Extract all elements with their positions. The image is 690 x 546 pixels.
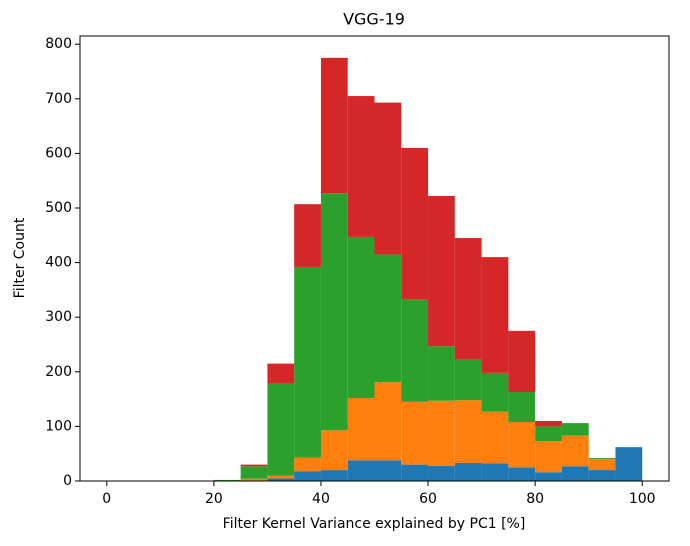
bar: [213, 479, 241, 481]
bar: [401, 299, 429, 402]
bar: [535, 441, 562, 473]
bar: [401, 401, 429, 465]
y-tick-label: 600: [45, 145, 72, 161]
bar: [508, 392, 536, 423]
bar: [481, 411, 509, 464]
bar: [428, 400, 455, 466]
x-tick-label: 20: [205, 491, 223, 507]
bar: [508, 422, 536, 468]
plot-frame: [79, 35, 670, 482]
bar: [561, 423, 589, 436]
bar: [535, 420, 562, 427]
bar: [240, 478, 268, 481]
x-tick-label: 0: [102, 491, 111, 507]
bar: [347, 236, 375, 399]
bar: [428, 195, 455, 347]
bar: [374, 460, 402, 481]
bar: [588, 459, 616, 471]
bar: [401, 464, 429, 481]
y-tick-label: 400: [45, 255, 72, 271]
bar: [267, 475, 295, 479]
bar: [267, 363, 295, 384]
bar: [615, 447, 643, 481]
x-tick-label: 80: [526, 491, 544, 507]
x-tick-label: 100: [629, 491, 656, 507]
bar: [347, 398, 375, 461]
y-tick-label: 300: [45, 309, 72, 325]
bar: [588, 470, 616, 481]
bar: [267, 383, 295, 476]
bar: [320, 193, 348, 431]
bar: [374, 382, 402, 461]
chart-title: VGG-19: [343, 10, 405, 29]
bar: [294, 457, 321, 472]
x-tick-label: 60: [419, 491, 437, 507]
bar: [294, 266, 321, 458]
bar: [374, 254, 402, 383]
bar: [347, 460, 375, 481]
bar: [320, 470, 348, 481]
bar: [454, 400, 482, 463]
bar: [508, 467, 536, 481]
y-tick-label: 100: [45, 418, 72, 434]
bar: [535, 426, 562, 442]
bar: [294, 471, 321, 481]
bar: [481, 463, 509, 481]
bar: [481, 372, 509, 412]
bar: [508, 330, 536, 392]
bar: [320, 57, 348, 194]
x-axis-label: Filter Kernel Variance explained by PC1 …: [223, 516, 526, 532]
bar: [481, 257, 509, 373]
bar: [561, 435, 589, 467]
bar: [454, 462, 482, 481]
bar: [588, 458, 616, 460]
y-tick-label: 800: [45, 36, 72, 52]
y-tick-label: 700: [45, 91, 72, 107]
bar: [428, 465, 455, 481]
bar: [561, 466, 589, 481]
bar: [240, 466, 268, 479]
bar: [267, 478, 295, 481]
bar: [454, 238, 482, 360]
y-tick-label: 500: [45, 200, 72, 216]
bar: [240, 464, 268, 467]
bar: [294, 204, 321, 267]
x-tick-label: 40: [312, 491, 330, 507]
bar: [374, 102, 402, 255]
bar: [454, 359, 482, 401]
bar: [428, 346, 455, 401]
bar: [320, 430, 348, 471]
y-tick-label: 200: [45, 364, 72, 380]
bar: [535, 472, 562, 481]
bar: [401, 147, 429, 300]
y-axis-label: Filter Count: [12, 217, 28, 298]
y-tick-label: 0: [63, 473, 72, 489]
bar: [347, 96, 375, 237]
